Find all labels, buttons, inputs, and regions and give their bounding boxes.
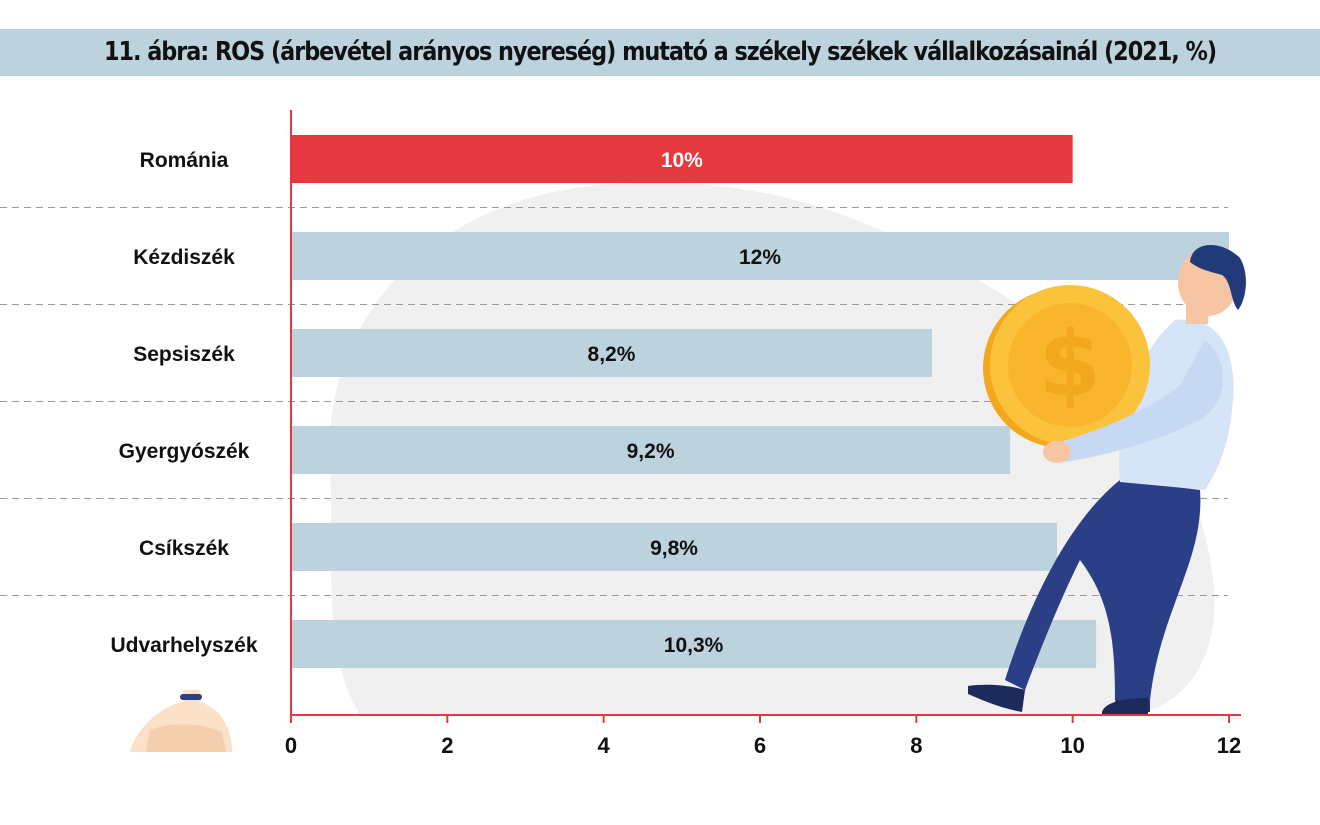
x-tick-label-0: 0 bbox=[285, 733, 297, 758]
category-separators bbox=[0, 207, 1228, 596]
money-bag-icon bbox=[130, 690, 232, 752]
value-label-0: 10% bbox=[661, 149, 703, 172]
chart-title: 11. ábra: ROS (árbevétel arányos nyeresé… bbox=[103, 37, 1217, 67]
category-label-0: Románia bbox=[140, 149, 229, 172]
value-label-2: 8,2% bbox=[588, 343, 636, 366]
x-axis-ticks: 0 2 4 6 8 10 12 bbox=[285, 715, 1241, 758]
value-label-1: 12% bbox=[739, 246, 781, 269]
value-labels: 10% 12% 8,2% 9,2% 9,8% 10,3% bbox=[588, 149, 782, 657]
x-tick-label-3: 6 bbox=[754, 733, 766, 758]
category-label-2: Sepsiszék bbox=[133, 343, 235, 366]
category-label-3: Gyergyószék bbox=[119, 440, 250, 463]
bar-4 bbox=[291, 523, 1058, 571]
man-carrying-gold-coin-icon: $ bbox=[968, 244, 1246, 714]
bar-2 bbox=[291, 329, 932, 377]
x-tick-label-6: 12 bbox=[1217, 733, 1241, 758]
bar-3 bbox=[291, 426, 1011, 474]
value-label-3: 9,2% bbox=[627, 440, 675, 463]
svg-text:$: $ bbox=[1039, 312, 1102, 417]
bar-0 bbox=[291, 135, 1073, 183]
bar-5 bbox=[291, 620, 1097, 668]
bars-group bbox=[291, 135, 1229, 668]
x-tick-label-4: 8 bbox=[910, 733, 922, 758]
value-label-4: 9,8% bbox=[650, 537, 698, 560]
x-tick-label-5: 10 bbox=[1060, 733, 1084, 758]
category-label-4: Csíkszék bbox=[139, 537, 229, 560]
x-tick-label-1: 2 bbox=[441, 733, 453, 758]
title-band: 11. ábra: ROS (árbevétel arányos nyeresé… bbox=[0, 29, 1320, 76]
value-label-5: 10,3% bbox=[664, 634, 724, 657]
bar-1 bbox=[291, 232, 1229, 280]
category-label-1: Kézdiszék bbox=[133, 246, 235, 269]
category-label-5: Udvarhelyszék bbox=[110, 634, 257, 657]
x-tick-label-2: 4 bbox=[598, 733, 611, 758]
category-labels: Románia Kézdiszék Sepsiszék Gyergyószék Csík… bbox=[110, 149, 257, 657]
